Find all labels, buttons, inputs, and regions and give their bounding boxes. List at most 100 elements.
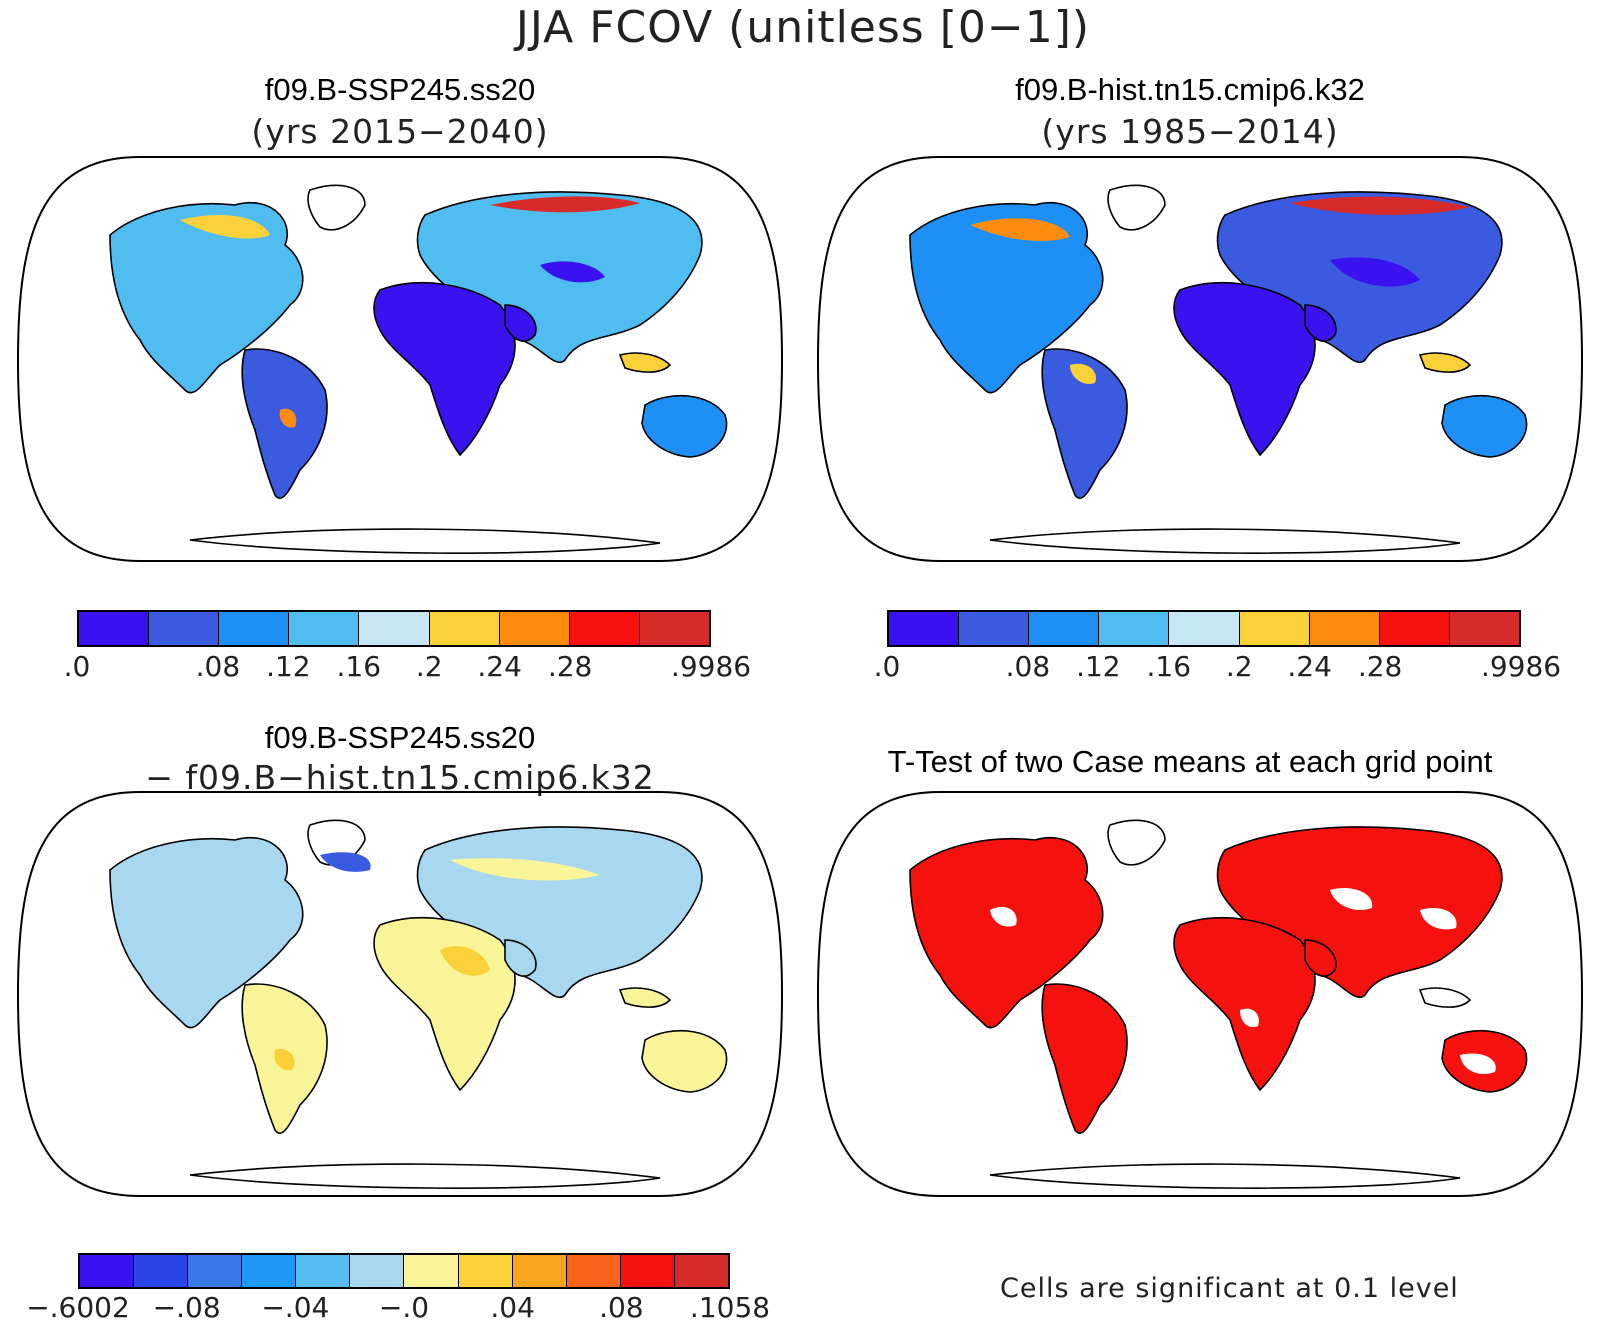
colorbar-tick-label: .0 — [873, 650, 901, 683]
colorbar-swatch — [429, 612, 500, 645]
continent-arabia — [1304, 304, 1337, 342]
map-panel-3 — [16, 791, 784, 1197]
colorbar-tick-label: .08 — [1005, 650, 1051, 683]
colorbar-tick-label: .28 — [547, 650, 593, 683]
continent-antarctica — [989, 1163, 1461, 1189]
continent-africa — [1173, 916, 1316, 1092]
map-frame — [16, 156, 784, 562]
continent-indonesia — [1418, 987, 1472, 1008]
colorbar-tick-label: .24 — [1287, 650, 1332, 683]
colorbar-swatch — [499, 612, 570, 645]
colorbar-swatch — [296, 1255, 351, 1287]
land-layer — [109, 819, 728, 1189]
continent-northAmerica — [109, 202, 304, 394]
continent-northAmerica — [909, 837, 1104, 1029]
value-patch — [1330, 257, 1420, 287]
value-patch — [450, 858, 600, 881]
land-layer — [109, 184, 728, 554]
colorbar-tick-label: .08 — [599, 1291, 644, 1324]
colorbar-swatch — [1379, 612, 1450, 645]
colorbar-swatch — [188, 1255, 243, 1287]
continent-australia — [1441, 394, 1528, 458]
colorbar-tick-label: −.0 — [378, 1291, 430, 1324]
colorbar-tick-label: .16 — [336, 650, 382, 683]
value-patch — [1070, 363, 1096, 384]
colorbar-swatch — [79, 612, 150, 645]
continent-antarctica — [989, 528, 1461, 554]
colorbar-tick-label: −.04 — [261, 1291, 330, 1324]
colorbar-tick-label: .08 — [195, 650, 241, 683]
colorbar-swatch — [359, 612, 430, 645]
colorbar-swatch — [566, 1255, 621, 1287]
significance-note: Cells are significant at 0.1 level — [1000, 1273, 1459, 1304]
colorbar-swatch — [404, 1255, 459, 1287]
map-panel-4 — [816, 791, 1584, 1197]
colorbar-difference — [78, 1253, 730, 1289]
continent-arabia — [504, 939, 537, 977]
colorbar-swatch — [149, 612, 220, 645]
colorbar-panel-1 — [77, 610, 711, 647]
colorbar-swatch — [219, 612, 290, 645]
colorbar-swatch — [1029, 612, 1100, 645]
value-patch — [274, 1048, 295, 1071]
continent-indonesia — [618, 987, 672, 1008]
value-patch — [1330, 888, 1373, 910]
continent-southAmerica — [1041, 983, 1128, 1134]
colorbar-tick-label: .28 — [1357, 650, 1403, 683]
colorbar-tick-label: .12 — [266, 650, 311, 683]
panel-3-subtitle: − f09.B−hist.tn15.cmip6.k32 — [145, 758, 655, 797]
colorbar-panel-2-ticks: .0 .08 .12 .16 .2 .24 .28 .9986 — [874, 650, 1561, 690]
continent-antarctica — [189, 528, 661, 554]
colorbar-swatch — [350, 1255, 405, 1287]
panel-3-title: f09.B-SSP245.ss20 — [264, 720, 536, 755]
colorbar-tick-label: −.6002 — [26, 1291, 130, 1324]
continent-arabia — [1304, 939, 1337, 977]
continent-africa — [373, 281, 516, 457]
colorbar-tick-label: .2 — [1225, 650, 1253, 683]
continent-indonesia — [1418, 352, 1472, 373]
colorbar-swatch — [1099, 612, 1170, 645]
colorbar-swatch — [1239, 612, 1310, 645]
colorbar-tick-label: .9986 — [670, 650, 752, 683]
colorbar-swatch — [639, 612, 709, 645]
value-patch — [1290, 196, 1470, 215]
panel-2-subtitle: (yrs 1985−2014) — [1041, 112, 1339, 151]
continent-africa — [1173, 281, 1316, 457]
figure-title: JJA FCOV (unitless [0−1]) — [515, 2, 1091, 53]
continent-greenland — [307, 184, 366, 231]
colorbar-swatch — [674, 1255, 728, 1287]
colorbar-swatch — [134, 1255, 189, 1287]
continent-antarctica — [189, 1163, 661, 1189]
colorbar-swatch — [512, 1255, 567, 1287]
map-frame — [16, 791, 784, 1197]
value-patch — [320, 852, 371, 872]
colorbar-difference-ticks: −.6002 −.08 −.04 −.0 .04 .08 .1058 — [26, 1291, 770, 1325]
value-patch — [440, 946, 490, 976]
colorbar-swatch — [1309, 612, 1380, 645]
value-patch — [180, 215, 270, 239]
colorbar-swatch — [569, 612, 640, 645]
colorbar-tick-label: .0 — [63, 650, 91, 683]
value-patch — [1420, 908, 1457, 930]
value-patch — [279, 408, 297, 428]
colorbar-swatch — [242, 1255, 297, 1287]
colorbar-swatch — [80, 1255, 135, 1287]
colorbar-panel-1-ticks: .0 .08 .12 .16 .2 .24 .28 .9986 — [64, 650, 751, 690]
panel-1-title: f09.B-SSP245.ss20 — [264, 72, 536, 107]
value-patch — [490, 196, 640, 213]
value-patch — [970, 218, 1070, 241]
continent-southAmerica — [1041, 348, 1128, 499]
colorbar-swatch — [889, 612, 960, 645]
continent-arabia — [504, 304, 537, 342]
colorbar-tick-label: .2 — [415, 650, 443, 683]
colorbar-tick-label: .04 — [490, 1291, 535, 1324]
value-patch — [1460, 1053, 1496, 1075]
panel-1-subtitle: (yrs 2015−2040) — [251, 112, 549, 151]
colorbar-tick-label: −.08 — [152, 1291, 221, 1324]
continent-australia — [641, 394, 728, 458]
map-panel-2 — [816, 156, 1584, 562]
value-patch — [540, 261, 605, 283]
continent-northAmerica — [109, 837, 304, 1029]
colorbar-swatch — [959, 612, 1030, 645]
colorbar-tick-label: .1058 — [689, 1291, 771, 1324]
